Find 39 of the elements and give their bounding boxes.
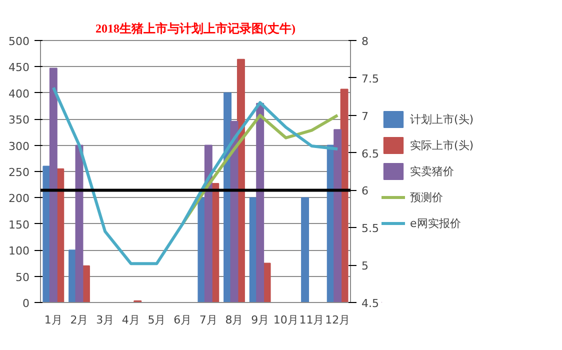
x-tick-label: 9月 xyxy=(251,314,270,326)
y2-tick-label: 8 xyxy=(362,35,368,48)
x-tick-label: 12月 xyxy=(325,314,350,326)
legend-label: 实卖猪价 xyxy=(410,164,454,178)
y2-tick-label: 5 xyxy=(362,260,368,273)
x-tick-label: 1月 xyxy=(44,314,62,326)
legend-label: 预测价 xyxy=(410,190,443,204)
y-tick-label: 50 xyxy=(16,270,30,284)
x-tick-label: 2月 xyxy=(70,314,88,326)
y-tick-label: 500 xyxy=(8,35,30,48)
y-tick-label: 450 xyxy=(8,61,30,74)
y2-tick-label: 4.5 xyxy=(362,297,379,310)
x-tick-label: 11月 xyxy=(299,314,324,326)
x-tick-label: 4月 xyxy=(122,314,140,326)
y-tick-label: 400 xyxy=(8,87,30,100)
y-tick-label: 250 xyxy=(8,166,30,179)
y-tick-label: 300 xyxy=(8,140,30,153)
legend-label: 计划上市(头) xyxy=(410,112,474,126)
bar xyxy=(301,197,310,302)
y2-tick-label: 7.5 xyxy=(362,72,379,86)
y-tick-label: 350 xyxy=(8,114,30,127)
y-tick-label: 200 xyxy=(8,192,30,206)
x-tick-label: 5月 xyxy=(148,314,166,326)
x-tick-label: 8月 xyxy=(225,314,244,326)
legend-label: e网实报价 xyxy=(410,216,461,230)
y2-tick-label: 7 xyxy=(362,110,368,123)
y-tick-label: 0 xyxy=(22,297,30,310)
y2-tick-label: 6 xyxy=(362,184,368,198)
x-tick-label: 6月 xyxy=(174,314,192,326)
x-tick-label: 7月 xyxy=(199,314,218,326)
x-tick-label: 3月 xyxy=(96,314,114,326)
line-series xyxy=(52,86,340,266)
y2-tick-label: 6.5 xyxy=(362,147,379,160)
y2-tick-label: 5.5 xyxy=(362,222,379,236)
y-tick-label: 100 xyxy=(8,244,30,258)
legend-label: 实际上市(头) xyxy=(410,138,474,152)
chart-title: 2018生猪上市与计划上市记录图(丈牛) xyxy=(96,22,296,36)
x-tick-label: 10月 xyxy=(273,314,298,326)
y-tick-label: 150 xyxy=(8,218,30,232)
